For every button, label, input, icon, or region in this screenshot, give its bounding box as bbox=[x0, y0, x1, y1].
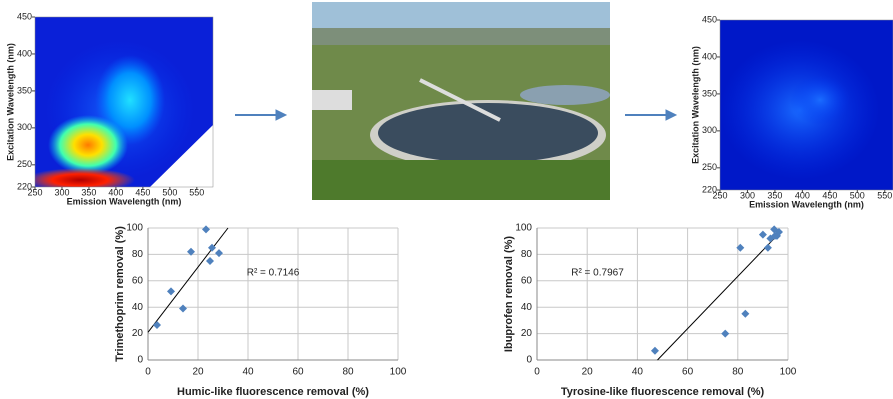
y-tick-label: 0 bbox=[137, 355, 143, 366]
trendline bbox=[148, 228, 228, 332]
x-tick-label: 550 bbox=[189, 187, 204, 197]
x-tick-label: 0 bbox=[145, 367, 151, 378]
y-axis-label: Excitation Wavelength (nm) bbox=[5, 43, 15, 161]
y-tick-label: 450 bbox=[17, 11, 32, 21]
point bbox=[215, 249, 223, 257]
y-tick-label: 400 bbox=[17, 48, 32, 58]
x-tick-label: 60 bbox=[682, 367, 694, 378]
photo bbox=[312, 2, 610, 200]
x-tick-label: 20 bbox=[192, 367, 204, 378]
y-tick-label: 250 bbox=[17, 159, 32, 169]
point bbox=[179, 305, 187, 313]
figure: 250300350400450500550220250300350400450E… bbox=[0, 0, 893, 399]
x-axis-label: Emission Wavelength (nm) bbox=[749, 199, 864, 209]
x-axis-label: Humic-like fluorescence removal (%) bbox=[177, 386, 369, 398]
y-tick-label: 100 bbox=[515, 223, 532, 234]
x-tick-label: 40 bbox=[632, 367, 644, 378]
y-tick-label: 80 bbox=[132, 249, 144, 260]
trendline bbox=[657, 232, 780, 360]
point bbox=[721, 330, 729, 338]
y-tick-label: 40 bbox=[521, 302, 533, 313]
x-tick-label: 60 bbox=[292, 367, 304, 378]
y-tick-label: 400 bbox=[702, 51, 717, 61]
y-tick-label: 60 bbox=[521, 275, 533, 286]
annotation: R² = 0.7146 bbox=[247, 268, 300, 279]
x-tick-label: 0 bbox=[534, 367, 540, 378]
y-tick-label: 220 bbox=[17, 181, 32, 191]
x-axis-label: Emission Wavelength (nm) bbox=[67, 196, 182, 206]
arrow bbox=[235, 110, 286, 120]
annotation: R² = 0.7967 bbox=[571, 268, 624, 279]
y-tick-label: 300 bbox=[702, 125, 717, 135]
point bbox=[741, 310, 749, 318]
x-tick-label: 100 bbox=[390, 367, 407, 378]
y-axis-label: Trimethoprim removal (%) bbox=[114, 226, 126, 362]
x-tick-label: 80 bbox=[342, 367, 354, 378]
y-tick-label: 40 bbox=[132, 302, 144, 313]
point bbox=[764, 244, 772, 252]
y-tick-label: 100 bbox=[126, 223, 143, 234]
y-tick-label: 20 bbox=[132, 328, 144, 339]
y-tick-label: 250 bbox=[702, 162, 717, 172]
arrow bbox=[625, 110, 676, 120]
x-axis-label: Tyrosine-like fluorescence removal (%) bbox=[561, 386, 765, 398]
point bbox=[167, 287, 175, 295]
point bbox=[202, 225, 210, 233]
y-tick-label: 350 bbox=[17, 85, 32, 95]
point bbox=[206, 257, 214, 265]
eem-image bbox=[720, 20, 893, 190]
y-axis-label: Ibuprofen removal (%) bbox=[503, 236, 515, 352]
x-tick-label: 550 bbox=[877, 190, 892, 200]
point bbox=[759, 231, 767, 239]
point bbox=[153, 321, 161, 329]
x-tick-label: 100 bbox=[780, 367, 797, 378]
y-tick-label: 80 bbox=[521, 249, 533, 260]
y-axis-label: Excitation Wavelength (nm) bbox=[690, 46, 700, 164]
y-tick-label: 0 bbox=[526, 355, 532, 366]
y-tick-label: 300 bbox=[17, 122, 32, 132]
y-tick-label: 60 bbox=[132, 275, 144, 286]
y-tick-label: 220 bbox=[702, 184, 717, 194]
y-tick-label: 350 bbox=[702, 88, 717, 98]
x-tick-label: 80 bbox=[732, 367, 744, 378]
y-tick-label: 450 bbox=[702, 14, 717, 24]
x-tick-label: 20 bbox=[582, 367, 594, 378]
y-tick-label: 20 bbox=[521, 328, 533, 339]
point bbox=[651, 347, 659, 355]
x-tick-label: 40 bbox=[242, 367, 254, 378]
eem-image bbox=[25, 17, 213, 192]
